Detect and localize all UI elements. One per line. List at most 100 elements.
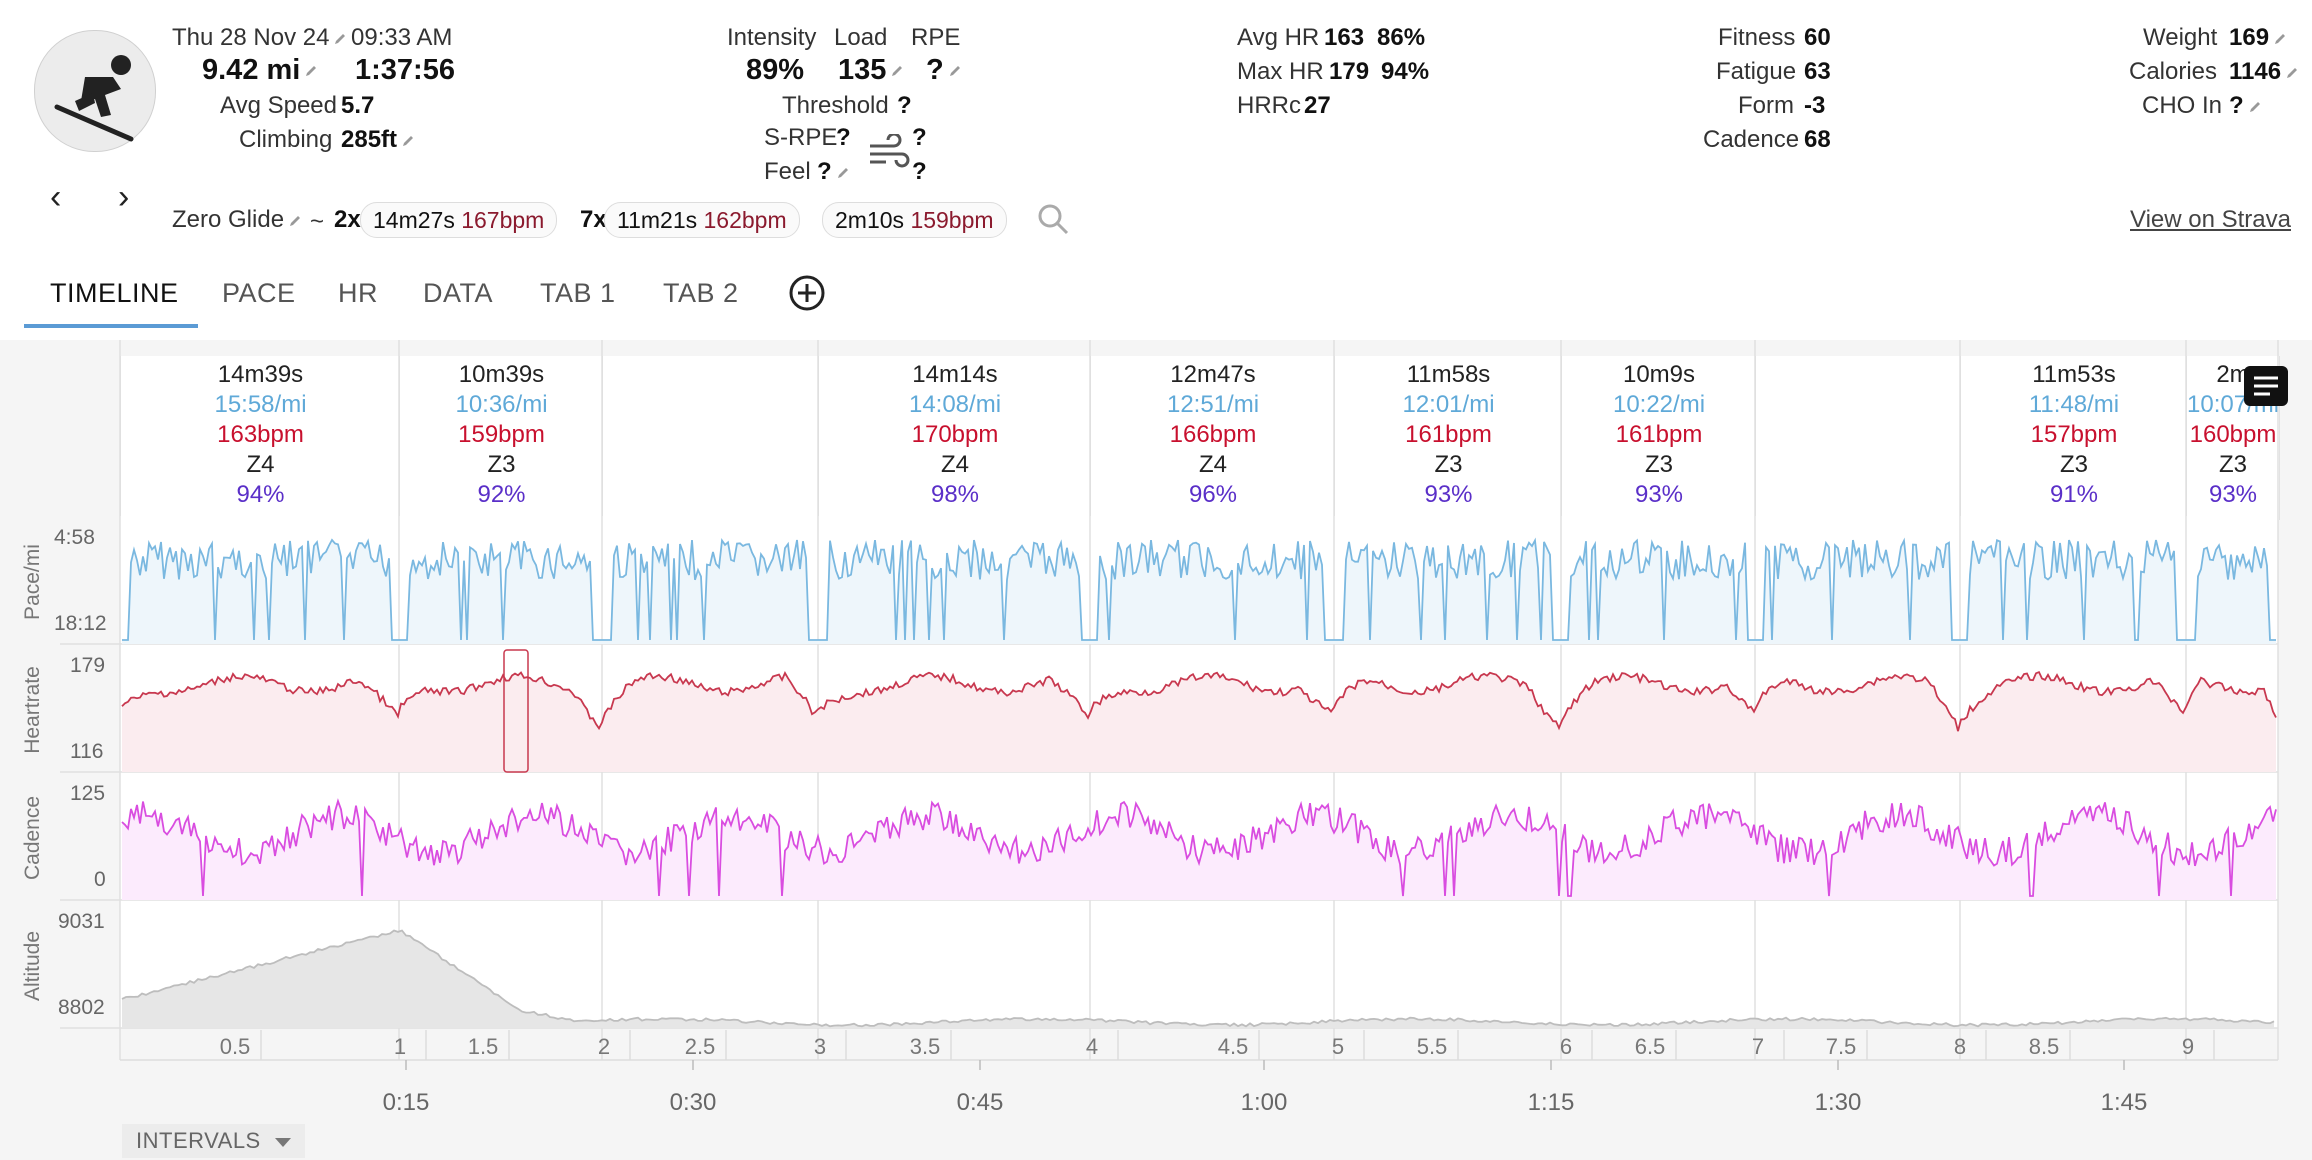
edit-feel-icon[interactable] — [836, 166, 850, 180]
cho-label: CHO In — [2142, 92, 2223, 119]
interval-group-3-chip[interactable]: 2m10s 159bpm — [822, 202, 1007, 238]
activity-distance[interactable]: 9.42 mi — [202, 54, 318, 87]
interval-card[interactable]: 11m53s 11:48/mi 157bpm Z3 91% — [1960, 356, 2188, 520]
interval-group-1-chip[interactable]: 14m27s 167bpm — [360, 202, 558, 238]
activity-date[interactable]: Thu 28 Nov 24 — [172, 24, 347, 52]
wind-icon[interactable] — [866, 132, 910, 179]
distance-tick-label: 9 — [2182, 1034, 2194, 1059]
interval-card[interactable]: 10m39s 10:36/mi 159bpm Z3 92% — [399, 356, 604, 520]
interval-pace: 14:08/mi — [908, 391, 1002, 418]
interval-group-2-chip[interactable]: 11m21s 162bpm — [604, 202, 800, 238]
notes-icon[interactable] — [2244, 366, 2288, 406]
distance-tick-label: 6 — [1560, 1034, 1572, 1059]
previous-activity-button[interactable]: ‹ — [50, 178, 62, 216]
time-tick-label: 0:45 — [957, 1089, 1004, 1116]
hrrc-value: 27 — [1304, 92, 1331, 119]
weight-text: 169 — [2229, 24, 2270, 51]
feel-text: ? — [817, 158, 832, 185]
cadence-value: 68 — [1804, 126, 1831, 153]
climbing-text: 285ft — [341, 126, 398, 153]
interval-hr: 159bpm — [458, 421, 545, 448]
interval-card[interactable] — [1755, 356, 1962, 520]
tab-tab1[interactable]: TAB 1 — [540, 278, 616, 308]
edit-calories-icon[interactable] — [2285, 66, 2299, 80]
interval-hr: 161bpm — [1615, 421, 1703, 448]
threshold-label: Threshold — [782, 92, 889, 119]
calories-label: Calories — [2129, 58, 2218, 85]
distance-tick-label: 6.5 — [1635, 1034, 1666, 1059]
edit-weight-icon[interactable] — [2273, 32, 2287, 46]
tab-tab2[interactable]: TAB 2 — [663, 278, 739, 308]
distance-tick-label: 1 — [394, 1034, 406, 1059]
view-on-strava-link[interactable]: View on Strava — [2130, 206, 2291, 233]
cadence-axis-bottom: 0 — [94, 868, 106, 891]
calories-text: 1146 — [2229, 58, 2282, 85]
interval-card[interactable]: 10m9s 10:22/mi 161bpm Z3 93% — [1561, 356, 1757, 520]
search-intervals-icon[interactable] — [1036, 202, 1070, 241]
avg-hr-value: 163 — [1324, 24, 1365, 51]
add-tab-icon[interactable] — [788, 274, 826, 317]
interval-zone: Z4 — [1198, 451, 1227, 478]
srpe-value: ? — [836, 124, 851, 151]
activity-type-icon — [34, 30, 156, 152]
interval-group-1-count: 2x — [334, 206, 361, 233]
edit-date-icon[interactable] — [333, 32, 347, 46]
load-value[interactable]: 135 — [838, 54, 904, 87]
fatigue-label: Fatigue — [1716, 58, 1797, 85]
interval-card[interactable]: 12m47s 12:51/mi 166bpm Z4 96% — [1090, 356, 1336, 520]
interval-zone: Z3 — [1434, 451, 1463, 478]
edit-climbing-icon[interactable] — [401, 134, 415, 148]
feel-label: Feel — [764, 158, 811, 185]
time-tick-label: 1:45 — [2101, 1089, 2148, 1116]
intervals-dropdown-button[interactable]: INTERVALS — [122, 1124, 306, 1158]
hr-selection-marker — [503, 649, 529, 773]
cho-value[interactable]: ? — [2229, 92, 2262, 120]
distance-tick-label: 4 — [1086, 1034, 1098, 1059]
interval-tilde: ~ — [310, 208, 325, 235]
fitness-value: 60 — [1804, 24, 1831, 51]
altitude-axis-top: 9031 — [58, 910, 105, 933]
time-tick-label: 1:30 — [1815, 1089, 1862, 1116]
distance-tick-label: 4.5 — [1218, 1034, 1249, 1059]
edit-load-icon[interactable] — [890, 64, 904, 78]
rpe-value[interactable]: ? — [926, 54, 962, 87]
distance-tick-label: 8 — [1954, 1034, 1966, 1059]
form-value: -3 — [1804, 92, 1826, 119]
distance-tick-label: 7 — [1752, 1034, 1764, 1059]
interval-pace: 11:48/mi — [2028, 391, 2120, 418]
fatigue-value: 63 — [1804, 58, 1831, 85]
distance-tick-label: 7.5 — [1826, 1034, 1857, 1059]
tab-active-underline — [24, 324, 198, 328]
time-tick-label: 0:30 — [670, 1089, 717, 1116]
timeline-chart[interactable]: 0.5 1 1.5 2 2.5 3 3.5 4 4.5 5 5.5 6 6.5 7 7.5 8 8.5 9 0:15… — [0, 340, 2312, 1160]
tab-data[interactable]: DATA — [423, 278, 494, 308]
interval-hr: 161bpm — [1405, 421, 1492, 448]
interval-hr: 157bpm — [2030, 421, 2118, 448]
feel-value[interactable]: ? — [817, 158, 850, 186]
weight-label: Weight — [2143, 24, 2218, 51]
interval-type-label[interactable]: Zero Glide — [172, 206, 302, 234]
tab-timeline[interactable]: TIMELINE — [50, 278, 179, 308]
tab-hr[interactable]: HR — [338, 278, 378, 308]
interval-card[interactable] — [602, 356, 820, 520]
activity-duration: 1:37:56 — [355, 54, 455, 86]
interval-time: 12m47s — [1170, 361, 1256, 388]
distance-tick-label: 8.5 — [2029, 1034, 2060, 1059]
edit-interval-type-icon[interactable] — [288, 214, 302, 228]
interval-time: 14m39s — [217, 361, 304, 388]
edit-rpe-icon[interactable] — [948, 64, 962, 78]
interval-card[interactable]: 14m14s 14:08/mi 170bpm Z4 98% — [818, 356, 1092, 520]
hrrc-label: HRRc — [1237, 92, 1301, 119]
next-activity-button[interactable]: › — [118, 178, 130, 216]
weight-value[interactable]: 169 — [2229, 24, 2287, 52]
interval-hr: 166bpm — [1169, 421, 1257, 448]
climbing-value[interactable]: 285ft — [341, 126, 415, 154]
interval-card[interactable]: 11m58s 12:01/mi 161bpm Z3 93% — [1334, 356, 1563, 520]
time-tick-label: 1:15 — [1528, 1089, 1575, 1116]
pace-axis-top: 4:58 — [54, 526, 95, 549]
calories-value[interactable]: 1146 — [2229, 58, 2299, 86]
tab-pace[interactable]: PACE — [222, 278, 296, 308]
distance-value: 9.42 mi — [202, 54, 301, 86]
edit-cho-icon[interactable] — [2248, 100, 2262, 114]
edit-distance-icon[interactable] — [304, 64, 318, 78]
